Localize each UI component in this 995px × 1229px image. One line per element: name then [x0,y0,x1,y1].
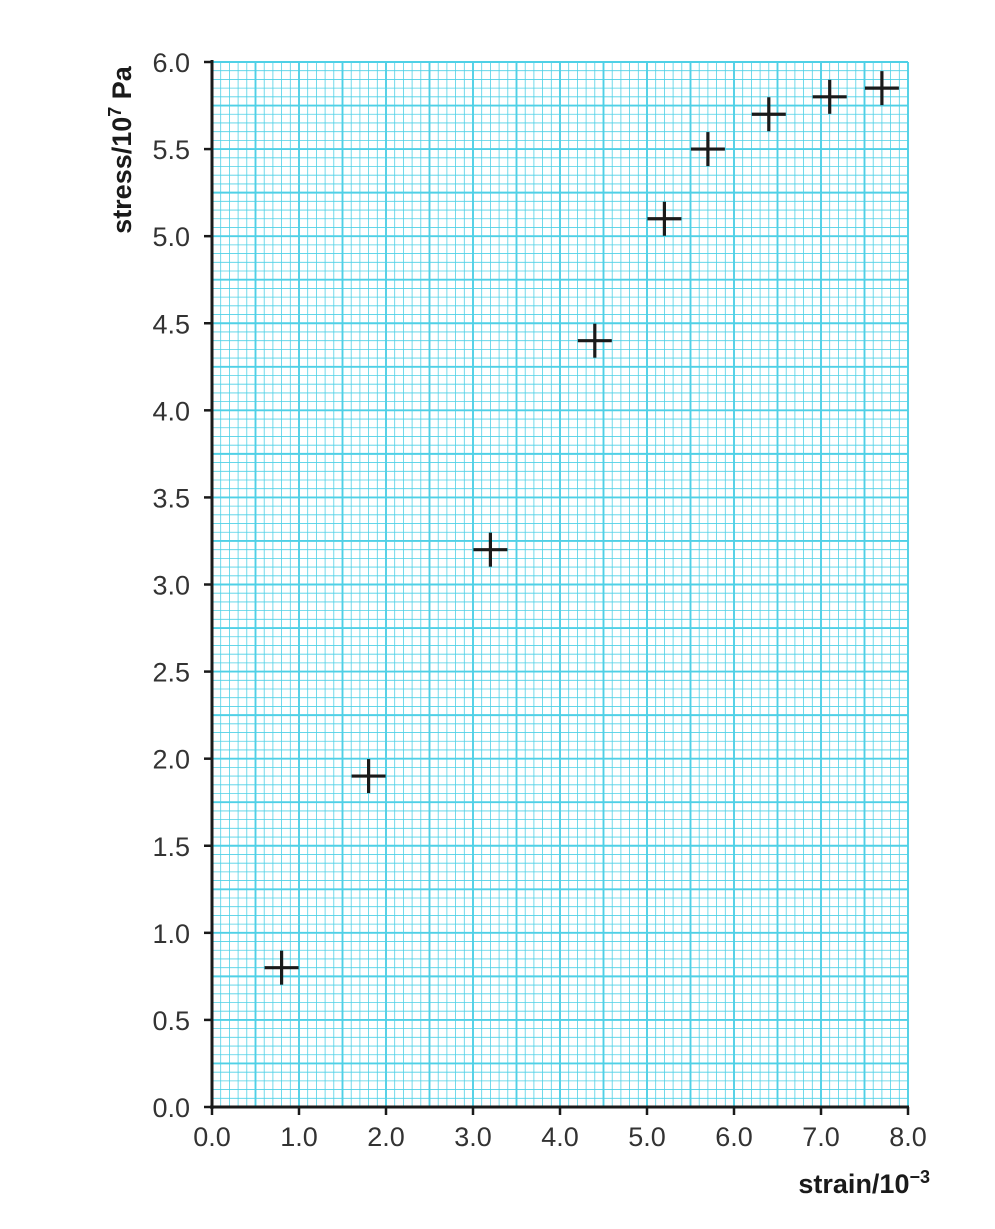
y-tick-label: 4.0 [152,396,190,426]
grid [211,61,909,1108]
y-tick-label: 3.5 [152,483,190,513]
y-tick-label: 0.0 [152,1093,190,1123]
ticks: 0.0 1.0 2.0 3.0 4.0 5.0 6.0 7.0 8.0 0.0 0.5 1.0 1.5 2… [152,48,926,1152]
x-tick-label: 7.0 [802,1122,840,1152]
y-tick-label: 1.0 [152,919,190,949]
data-point [864,71,899,106]
y-tick-label: 5.0 [152,222,190,252]
data-point [751,97,786,132]
data-point [812,79,847,114]
x-tick-label: 2.0 [367,1122,405,1152]
x-tick-label: 5.0 [628,1122,666,1152]
x-tick-label: 0.0 [193,1122,231,1152]
y-tick-label: 5.5 [152,135,190,165]
data-point [473,532,508,567]
data-point [647,201,682,236]
y-tick-label: 2.0 [152,745,190,775]
data-point [351,759,386,794]
x-tick-label: 1.0 [280,1122,318,1152]
y-tick-label: 4.5 [152,309,190,339]
data-point [264,950,299,985]
y-tick-label: 6.0 [152,48,190,78]
y-axis-title: stress/107 Pa [105,65,137,234]
data-point [577,323,612,358]
data-points [264,71,899,985]
y-tick-label: 3.0 [152,571,190,601]
x-tick-label: 6.0 [715,1122,753,1152]
y-tick-label: 1.5 [152,832,190,862]
x-tick-label: 3.0 [454,1122,492,1152]
x-tick-label: 4.0 [541,1122,579,1152]
data-point [690,132,725,167]
y-tick-label: 0.5 [152,1006,190,1036]
x-tick-label: 8.0 [889,1122,927,1152]
y-tick-label: 2.5 [152,658,190,688]
x-axis-title: strain/10−3 [798,1167,930,1199]
